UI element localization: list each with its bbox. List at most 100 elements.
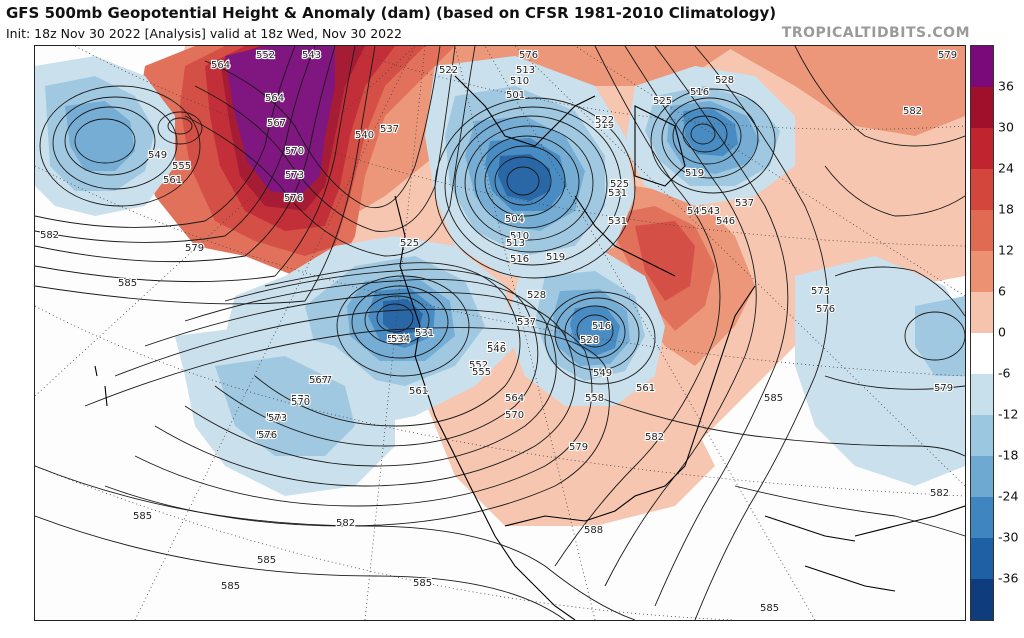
colorbar-swatch [971, 538, 993, 580]
colorbar-swatch [971, 333, 993, 375]
contour-label: 582 [903, 106, 922, 117]
contour-label: 555 [472, 367, 491, 378]
lat-lon-grid [35, 46, 965, 620]
contour-label: 504 [505, 214, 524, 225]
colorbar-swatch [971, 46, 993, 88]
init-valid-time: Init: 18z Nov 30 2022 [Analysis] valid a… [6, 26, 403, 41]
contour-label: 513 [506, 238, 525, 249]
height-contours [35, 46, 965, 620]
contour-label: 549 [148, 150, 167, 161]
contour-label: 585 [133, 511, 152, 522]
anomaly-colorbar [970, 45, 994, 621]
colorbar-swatch [971, 87, 993, 129]
colorbar-tick-label: 36 [998, 78, 1014, 94]
contour-label: 513 [516, 65, 535, 76]
contour-label: 537 [517, 317, 536, 328]
contour-label: 576 [519, 50, 538, 61]
anomaly-shading [35, 46, 965, 526]
contour-label: 585 [118, 278, 137, 289]
contour-label: 552 [469, 360, 488, 371]
contour-label: 534 [387, 334, 406, 345]
contour-label: 585 [257, 555, 276, 566]
contour-label: 579 [938, 50, 957, 61]
contour-label: 573 [811, 286, 830, 297]
contour-label: 519 [595, 120, 614, 131]
colorbar-swatch [971, 169, 993, 211]
contour-label: 573 [285, 170, 304, 181]
colorbar-swatch [971, 456, 993, 498]
contour-label: 528 [580, 335, 599, 346]
contour-label: 570 [291, 397, 310, 408]
colorbar-swatch [971, 497, 993, 539]
contour-label: 585 [760, 603, 779, 614]
contour-label: 573 [291, 394, 310, 405]
colorbar-swatch [971, 374, 993, 416]
contour-label: 576 [284, 193, 303, 204]
contour-label: 519 [685, 168, 704, 179]
contour-label: 528 [715, 75, 734, 86]
contour-label: 579 [256, 430, 275, 441]
contour-label: 540 [355, 130, 374, 141]
contour-label: 582 [930, 488, 949, 499]
colorbar-tick-label: -18 [998, 447, 1019, 463]
contour-label: 567 [313, 375, 332, 386]
contour-label: 501 [506, 90, 525, 101]
contour-label: 540 [687, 206, 706, 217]
contour-label: 528 [527, 290, 546, 301]
contour-label: 561 [163, 175, 182, 186]
contour-label: 510 [510, 76, 529, 87]
contour-label: 561 [409, 386, 428, 397]
colorbar-tick-label: 18 [998, 201, 1014, 217]
contour-label: 570 [285, 146, 304, 157]
contour-label: 564 [505, 393, 524, 404]
contour-label: 546 [487, 344, 506, 355]
contour-label: 531 [608, 216, 627, 227]
contour-label: 522 [439, 65, 458, 76]
colorbar-swatch [971, 415, 993, 457]
contour-label: 582 [645, 432, 664, 443]
contour-label: 585 [221, 581, 240, 592]
contour-label: 570 [505, 410, 524, 421]
contour-label: 543 [701, 206, 720, 217]
contour-label: 567 [267, 118, 286, 129]
contour-label: 525 [653, 96, 672, 107]
colorbar-swatch [971, 128, 993, 170]
contour-label: 543 [302, 50, 321, 61]
contour-label: 573 [268, 413, 287, 424]
contour-label: 588 [584, 525, 603, 536]
contour-label: 585 [413, 578, 432, 589]
contour-label: 543 [487, 341, 506, 352]
contour-label: 516 [510, 254, 529, 265]
chart-title: GFS 500mb Geopotential Height & Anomaly … [6, 4, 777, 22]
contour-label: 510 [510, 231, 529, 242]
contour-label: 534 [391, 334, 410, 345]
contour-label: 576 [266, 412, 285, 423]
colorbar-tick-label: -6 [998, 365, 1011, 381]
contour-label: 579 [569, 442, 588, 453]
contour-label: 537 [735, 198, 754, 209]
colorbar-tick-label: -30 [998, 529, 1019, 545]
contour-label: 531 [415, 328, 434, 339]
colorbar-tick-label: 6 [998, 283, 1006, 299]
contour-label: 516 [690, 87, 709, 98]
contour-label: 525 [400, 238, 419, 249]
contour-label: 558 [585, 393, 604, 404]
contour-label: 567 [309, 375, 328, 386]
map-panel: 564 552 543 522 576 513 510 501 528 516 525 579 549 5… [34, 45, 966, 621]
colorbar-tick-label: 0 [998, 324, 1006, 340]
contour-label: 549 [593, 368, 612, 379]
contour-label: 537 [380, 124, 399, 135]
colorbar-swatch [971, 251, 993, 293]
contour-label: 531 [608, 188, 627, 199]
contour-label: 546 [716, 216, 735, 227]
contour-label: 576 [258, 430, 277, 441]
colorbar-swatch [971, 579, 993, 620]
contour-label: 564 [265, 93, 284, 104]
contour-label: 561 [636, 383, 655, 394]
contour-label: 525 [610, 179, 629, 190]
coastlines [94, 75, 965, 620]
colorbar-tick-label: 24 [998, 160, 1014, 176]
contour-label: 522 [595, 115, 614, 126]
